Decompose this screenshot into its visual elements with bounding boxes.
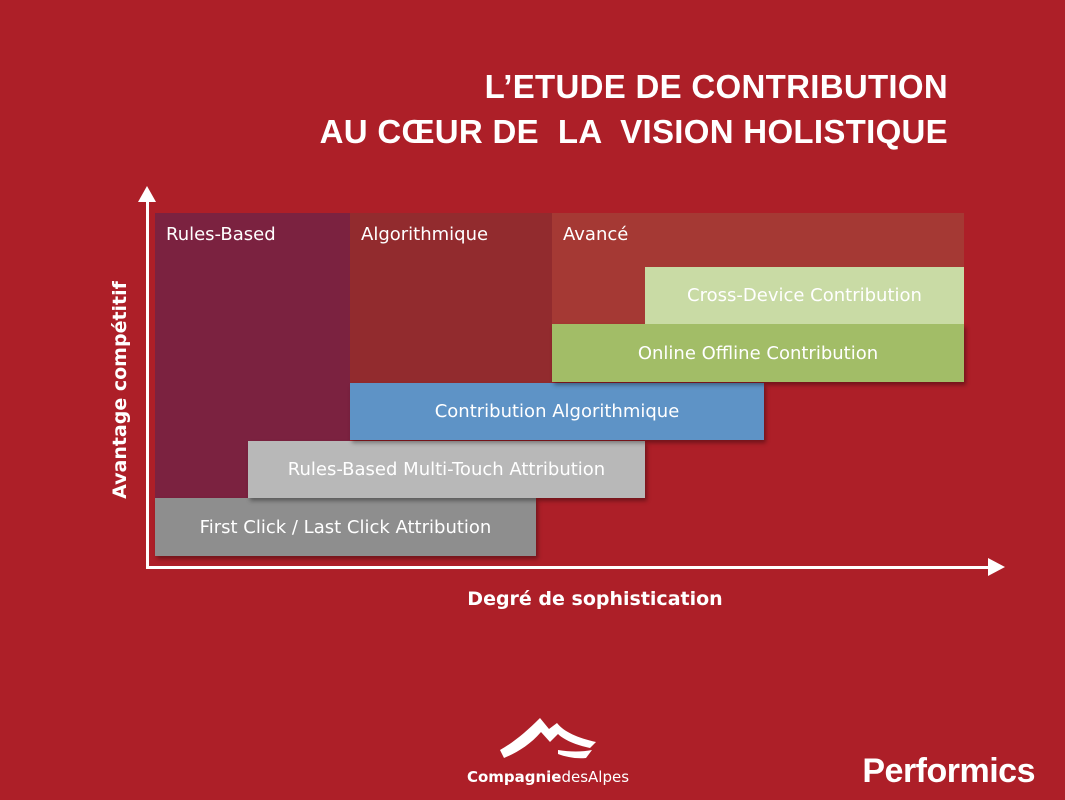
band-label-contribution-algorithmique: Contribution Algorithmique <box>434 401 680 422</box>
band-first-last-click: First Click / Last Click Attribution <box>155 498 536 556</box>
x-axis-label: Degré de sophistication <box>467 588 723 610</box>
band-label-online-offline: Online Offline Contribution <box>637 342 879 364</box>
x-axis-arrow-icon <box>988 558 1005 576</box>
title-line-2: AU CŒUR DE LA VISION HOLISTIQUE <box>319 113 948 150</box>
compagnie-des-alpes-wordmark: CompagniedesAlpes <box>458 768 638 786</box>
compagnie-des-alpes-logo: CompagniedesAlpes <box>458 712 638 792</box>
y-axis-label: Avantage compétitif <box>109 281 131 499</box>
performics-logo: Performics <box>862 752 1035 790</box>
y-axis-line <box>146 198 149 569</box>
slide-title: L’ETUDE DE CONTRIBUTION AU CŒUR DE LA VI… <box>320 64 948 154</box>
band-rules-based-mta: Rules-Based Multi-Touch Attribution <box>248 441 645 498</box>
band-cross-device: Cross-Device Contribution <box>645 267 964 324</box>
zone-algorithmique: Algorithmique <box>350 213 552 383</box>
band-online-offline: Online Offline Contribution <box>552 324 964 382</box>
title-line-1: L’ETUDE DE CONTRIBUTION <box>484 68 948 105</box>
cda-regular-text: desAlpes <box>561 768 630 786</box>
band-label-first-last-click: First Click / Last Click Attribution <box>199 516 492 538</box>
band-label-rules-based-mta: Rules-Based Multi-Touch Attribution <box>287 459 606 480</box>
cda-bold-text: Compagnie <box>466 768 562 786</box>
band-contribution-algorithmique: Contribution Algorithmique <box>350 383 764 440</box>
zone-label-rules-based: Rules-Based <box>166 224 276 245</box>
zone-label-avance: Avancé <box>563 224 629 245</box>
band-label-cross-device: Cross-Device Contribution <box>687 285 922 306</box>
mountain-icon <box>500 718 596 759</box>
zone-label-algorithmique: Algorithmique <box>361 224 489 245</box>
x-axis-line <box>146 566 992 569</box>
y-axis-arrow-icon <box>138 186 156 202</box>
